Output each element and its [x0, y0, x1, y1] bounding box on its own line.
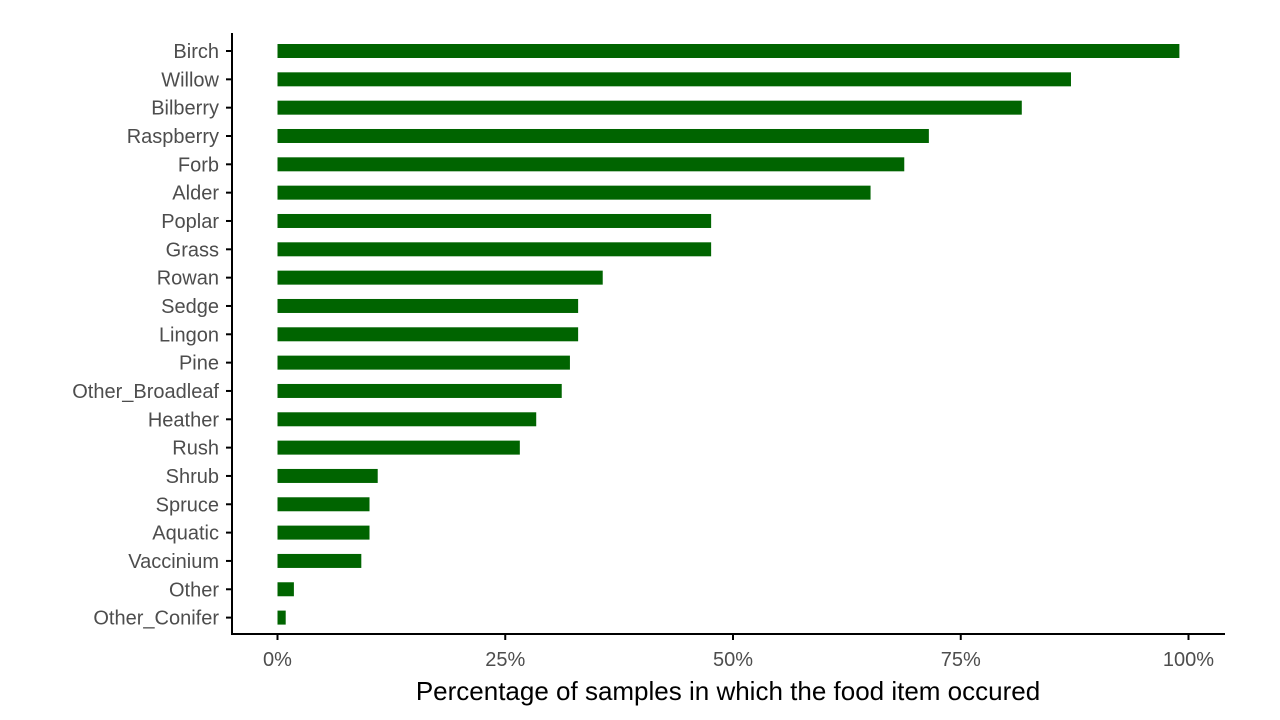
- bar-rowan: [277, 270, 603, 285]
- y-tick-label: Spruce: [156, 494, 219, 516]
- bar-spruce: [277, 497, 370, 512]
- bars-group: [277, 44, 1180, 625]
- bar-bilberry: [277, 100, 1022, 115]
- bar-willow: [277, 72, 1071, 87]
- bar-vaccinium: [277, 553, 362, 568]
- y-tick-label: Heather: [148, 409, 219, 431]
- bar-other: [277, 582, 294, 597]
- y-tick-label: Other_Conifer: [93, 608, 219, 630]
- y-tick-label: Bilberry: [151, 98, 219, 120]
- bar-aquatic: [277, 525, 370, 540]
- bar-forb: [277, 157, 905, 172]
- y-tick-label: Lingon: [159, 324, 219, 346]
- y-tick-label: Pine: [179, 353, 219, 375]
- bar-raspberry: [277, 128, 929, 143]
- x-axis-ticks: 0% 25% 50% 75% 100%: [263, 634, 1214, 671]
- bar-sedge: [277, 298, 579, 313]
- bar-shrub: [277, 468, 378, 483]
- y-tick-label: Aquatic: [152, 523, 219, 545]
- bar-other-conifer: [277, 610, 286, 625]
- bar-poplar: [277, 213, 712, 228]
- y-tick-label: Shrub: [166, 466, 219, 488]
- x-tick-label: 25%: [485, 649, 525, 671]
- y-tick-label: Forb: [178, 154, 219, 176]
- bar-grass: [277, 242, 712, 257]
- x-tick-label: 75%: [941, 649, 981, 671]
- y-tick-label: Birch: [173, 41, 219, 63]
- y-axis-ticks: Birch Willow Bilberry Raspberry Forb Alder Pop…: [72, 41, 232, 630]
- y-tick-label: Raspberry: [127, 126, 219, 148]
- x-axis-title: Percentage of samples in which the food …: [416, 676, 1040, 706]
- bar-rush: [277, 440, 520, 455]
- bar-lingon: [277, 327, 579, 342]
- x-tick-label: 100%: [1163, 649, 1214, 671]
- bar-pine: [277, 355, 570, 370]
- x-tick-label: 0%: [263, 649, 292, 671]
- y-tick-label: Alder: [172, 183, 219, 205]
- bar-heather: [277, 412, 537, 427]
- y-tick-label: Other_Broadleaf: [72, 381, 219, 403]
- bar-other-broadleaf: [277, 383, 562, 398]
- y-tick-label: Grass: [166, 239, 219, 261]
- y-tick-label: Willow: [161, 69, 219, 91]
- y-tick-label: Rush: [172, 438, 219, 460]
- y-tick-label: Vaccinium: [128, 551, 219, 573]
- y-tick-label: Other: [169, 579, 219, 601]
- bar-birch: [277, 44, 1180, 58]
- y-tick-label: Sedge: [161, 296, 219, 318]
- y-tick-label: Poplar: [161, 211, 219, 233]
- bar-alder: [277, 185, 871, 200]
- x-tick-label: 50%: [713, 649, 753, 671]
- y-tick-label: Rowan: [157, 268, 219, 290]
